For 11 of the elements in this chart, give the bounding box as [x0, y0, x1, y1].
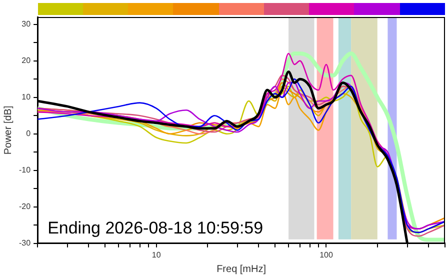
y-tick-label: -30: [19, 238, 32, 248]
x-axis-title: Freq [mHz]: [216, 264, 266, 275]
y-tick-label: -20: [19, 202, 32, 212]
y-tick-label: -10: [19, 166, 32, 175]
y-tick-label: 0: [26, 129, 32, 138]
y-tick-label: 30: [22, 20, 32, 29]
y-tick-label: 20: [22, 56, 32, 66]
annotation: Ending 2026-08-18 10:59:59: [48, 218, 264, 238]
y-axis-title: Power [dB]: [2, 106, 14, 155]
y-tick-label: 10: [22, 92, 32, 102]
x-tick-label: 100: [320, 250, 334, 260]
